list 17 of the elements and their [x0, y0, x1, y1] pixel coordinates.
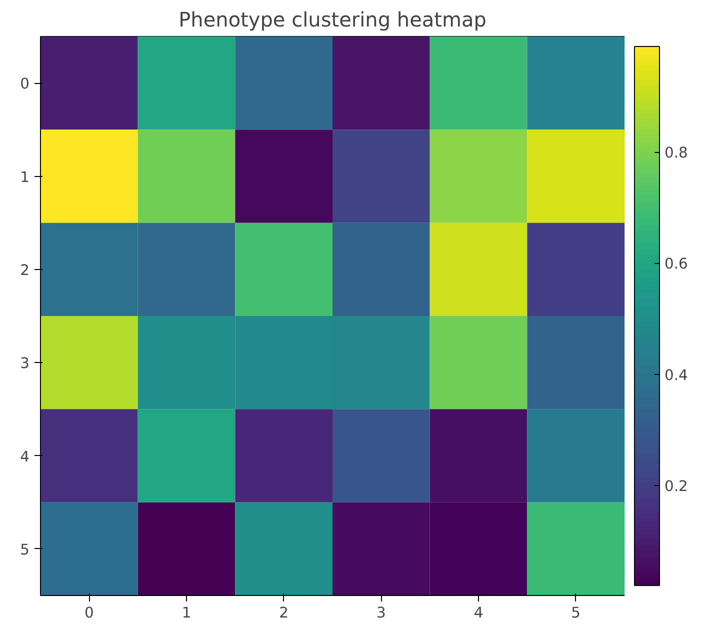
y-tick-label: 3 — [20, 355, 30, 372]
x-tick-label: 3 — [376, 604, 386, 622]
color-bar-label: 0.2 — [664, 478, 688, 495]
x-tick-label: 0 — [84, 604, 94, 622]
color-bar-label: 0.6 — [664, 256, 688, 273]
x-tick-label: 2 — [279, 604, 288, 622]
chart-title: Phenotype clustering heatmap — [178, 8, 486, 32]
y-tick-label: 1 — [20, 168, 30, 186]
color-bar-label: 0.8 — [664, 144, 688, 162]
y-tick-label: 5 — [20, 541, 30, 558]
x-tick-label: 5 — [571, 604, 580, 622]
x-tick-label: 1 — [182, 604, 192, 622]
y-tick-label: 0 — [20, 76, 30, 93]
y-tick-label: 4 — [20, 448, 30, 466]
x-tick-label: 4 — [474, 604, 484, 622]
y-tick-label: 2 — [20, 262, 30, 279]
color-bar-label: 0.4 — [664, 366, 688, 384]
